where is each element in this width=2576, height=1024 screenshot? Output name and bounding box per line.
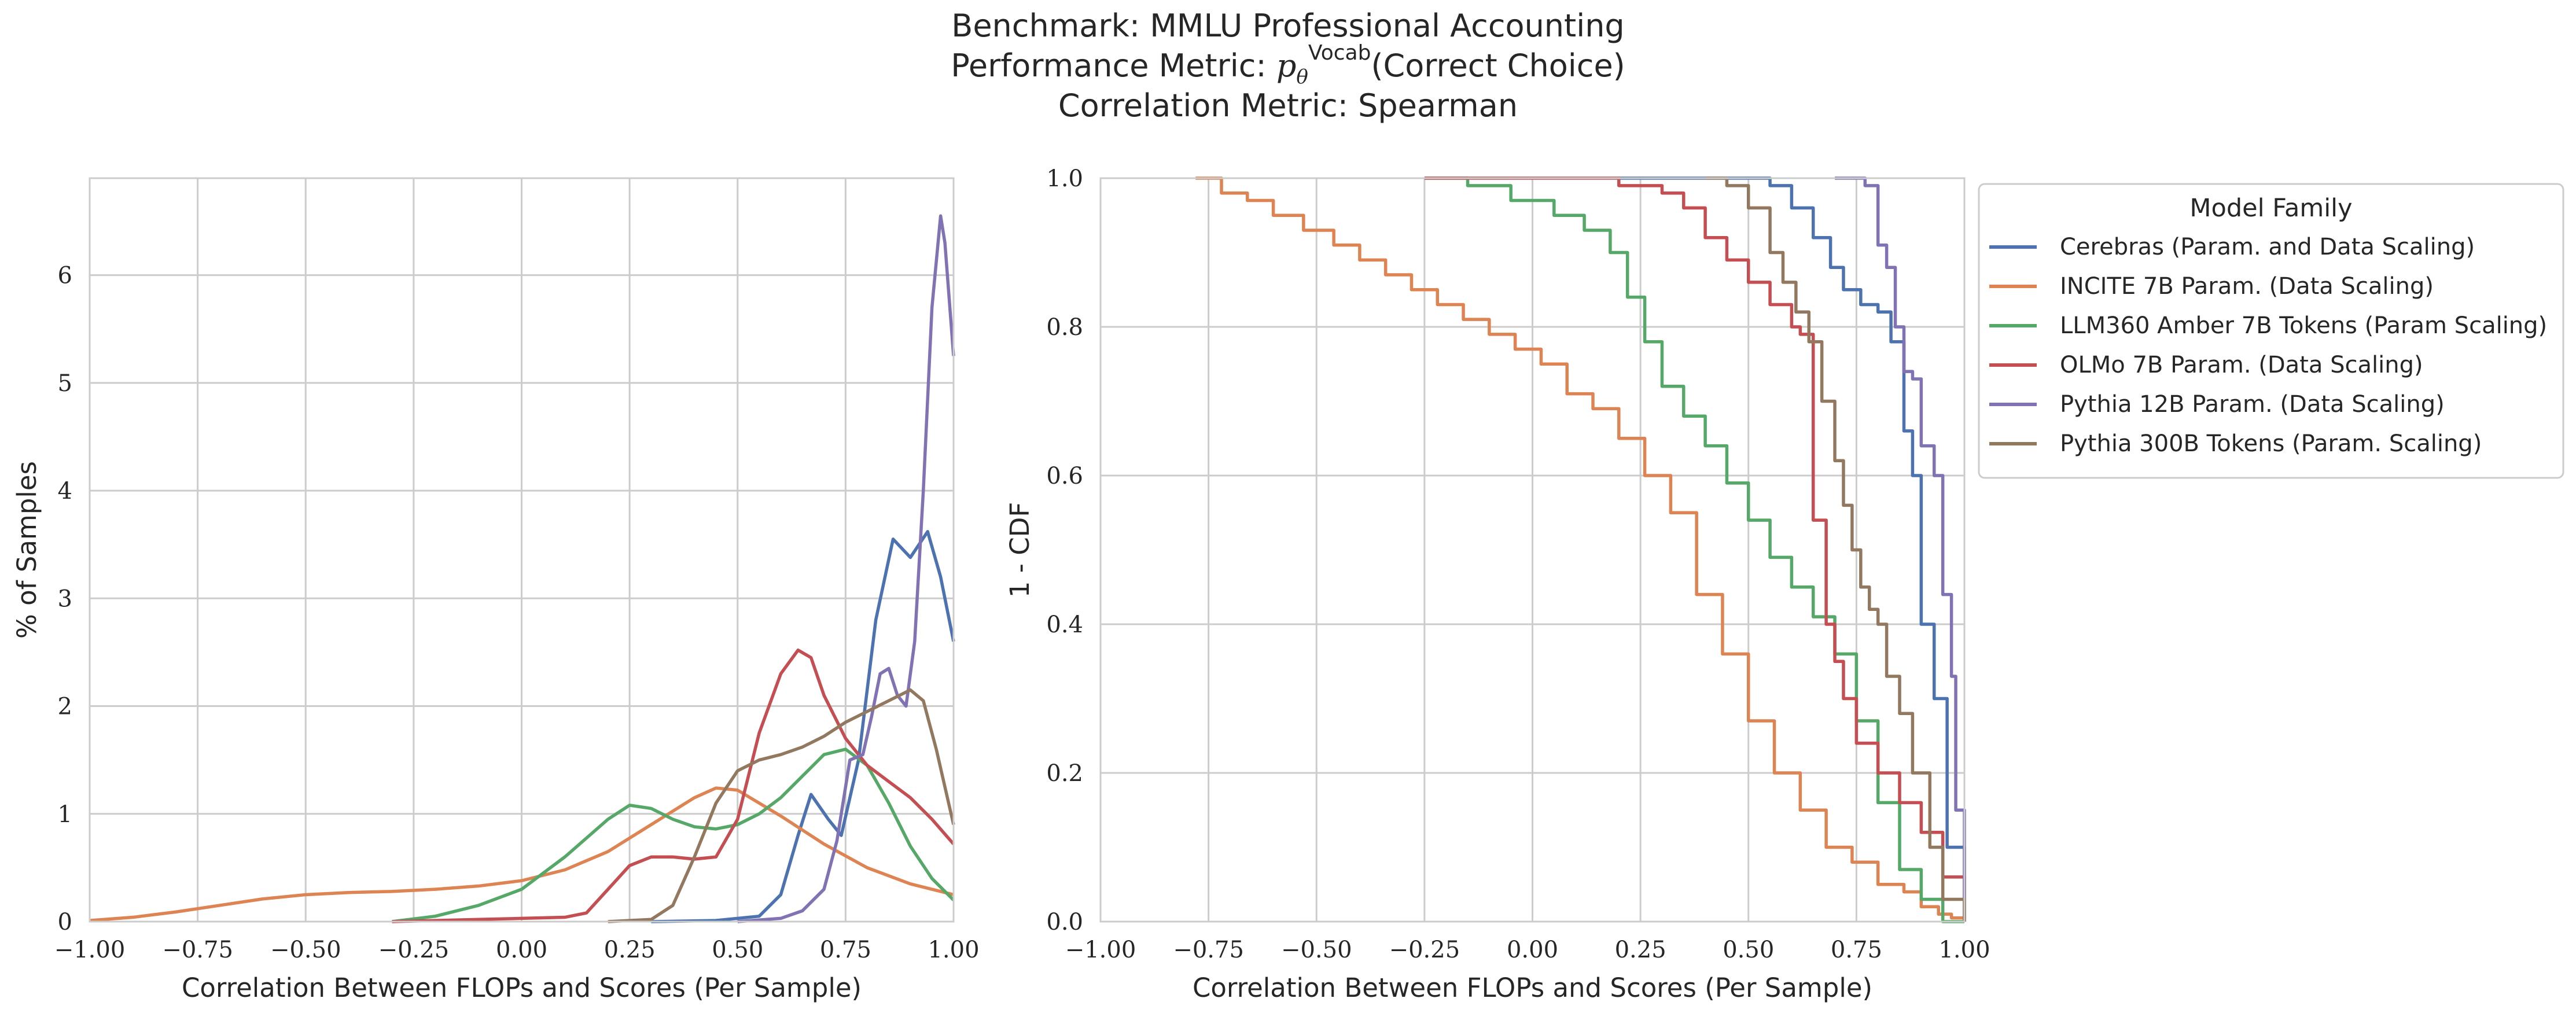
legend-title: Model Family (2189, 194, 2352, 223)
y-axis-label: % of Samples (12, 461, 42, 639)
legend-entry-pythia-12b-param-data-scaling: Pythia 12B Param. (Data Scaling) (2060, 391, 2445, 418)
series-line-llm360-amber-7b-tokens-param-scaling (392, 747, 955, 923)
x-tick-label: 0.50 (712, 937, 763, 963)
y-tick-label: 3 (58, 585, 72, 612)
title-correlation-metric: Correlation Metric: Spearman (1058, 87, 1518, 124)
title-benchmark: Benchmark: MMLU Professional Accounting (951, 8, 1625, 44)
legend-entry-cerebras-param-and-data-scaling: Cerebras (Param. and Data Scaling) (2060, 234, 2475, 260)
x-tick-label: −0.25 (378, 937, 450, 963)
legend-entry-llm360-amber-7b-tokens-param-scaling: LLM360 Amber 7B Tokens (Param Scaling) (2060, 312, 2547, 339)
x-tick-label: 0.25 (1615, 937, 1666, 963)
x-tick-label: −0.75 (1173, 937, 1244, 963)
x-tick-label: −1.00 (54, 937, 126, 963)
title-metric-p: p (1276, 47, 1297, 84)
title-metric-sup: Vocab (1308, 41, 1371, 65)
x-tick-label: −0.75 (162, 937, 233, 963)
legend-box (1978, 183, 2564, 479)
series-line-olmo-7b-param-data-scaling (1424, 176, 1966, 922)
series-line-llm360-amber-7b-tokens-param-scaling (1424, 176, 1964, 923)
title-performance-metric: Performance Metric: pθVocab(Correct Choi… (0, 43, 2576, 89)
x-tick-label: 0.75 (820, 937, 871, 963)
x-tick-label: −0.25 (1389, 937, 1460, 963)
series-line-incite-7b-param-data-scaling (89, 786, 954, 922)
y-tick-label: 1 (58, 801, 72, 828)
series-line-cerebras-param-and-data-scaling (1618, 176, 1966, 922)
x-tick-label: 0.00 (1507, 937, 1558, 963)
x-tick-label: 0.00 (496, 937, 547, 963)
series-line-pythia-300b-tokens-param-scaling (1705, 176, 1966, 922)
series-line-incite-7b-param-data-scaling (1195, 176, 1966, 922)
series-line-pythia-12b-param-data-scaling (1835, 176, 1966, 922)
x-axis-label: Correlation Between FLOPs and Scores (Pe… (1193, 973, 1872, 1003)
y-tick-label: 5 (58, 370, 72, 397)
series-line-olmo-7b-param-data-scaling (392, 648, 955, 923)
x-axis-label: Correlation Between FLOPs and Scores (Pe… (182, 973, 862, 1003)
x-tick-label: −0.50 (270, 937, 341, 963)
series-line-cerebras-param-and-data-scaling (651, 530, 955, 923)
x-tick-label: 0.25 (604, 937, 656, 963)
legend-entry-olmo-7b-param-data-scaling: OLMo 7B Param. (Data Scaling) (2060, 352, 2423, 378)
y-tick-label: 0.4 (1046, 612, 1083, 638)
title-metric-suffix: (Correct Choice) (1371, 47, 1625, 84)
legend: Model Family Cerebras (Param. and Data Sc… (1978, 183, 2564, 479)
x-tick-label: 0.75 (1831, 937, 1882, 963)
plot-frame (89, 177, 955, 923)
plot-frame (1099, 177, 1966, 923)
chart-title: Benchmark: MMLU Professional Accounting … (0, 6, 2576, 126)
y-tick-label: 0 (58, 909, 72, 935)
y-tick-label: 2 (58, 694, 72, 720)
survival-panel: −1.00 −0.75 −0.50 −0.25 0.00 0.25 0.50 0.75 1.00… (1004, 165, 1990, 1003)
y-tick-label: 0.0 (1046, 909, 1083, 935)
y-tick-label: 4 (58, 478, 72, 504)
y-axis-label: 1 - CDF (1004, 502, 1035, 598)
x-tick-label: 1.00 (1938, 937, 1990, 963)
y-tick-label: 6 (58, 263, 72, 289)
series-line-pythia-12b-param-data-scaling (737, 214, 955, 923)
x-tick-label: −1.00 (1065, 937, 1136, 963)
y-tick-label: 0.6 (1046, 463, 1083, 489)
y-tick-label: 0.2 (1046, 760, 1083, 787)
series-line-pythia-300b-tokens-param-scaling (608, 688, 955, 923)
x-tick-label: 1.00 (928, 937, 979, 963)
kde-panel: −1.00 −0.75 −0.50 −0.25 0.00 0.25 0.50 0.75 1.00… (12, 177, 980, 1003)
x-tick-label: −0.50 (1281, 937, 1352, 963)
x-tick-label: 0.50 (1723, 937, 1774, 963)
y-tick-label: 1.0 (1046, 165, 1083, 192)
legend-entry-pythia-300b-tokens-param-scaling: Pythia 300B Tokens (Param. Scaling) (2060, 430, 2482, 457)
legend-entry-incite-7b-param-data-scaling: INCITE 7B Param. (Data Scaling) (2060, 273, 2434, 300)
title-metric-prefix: Performance Metric: (951, 47, 1276, 84)
y-tick-label: 0.8 (1046, 314, 1083, 341)
title-metric-sub: θ (1296, 65, 1308, 89)
